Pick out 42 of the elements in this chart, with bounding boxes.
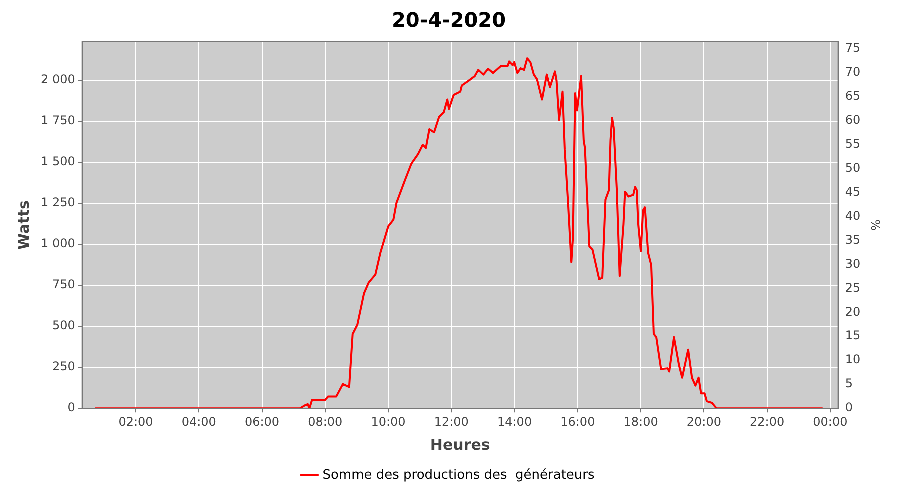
x-tick-label: 18:00 <box>624 414 658 429</box>
y2-tick-label: 70 <box>845 64 861 79</box>
x-tick-label: 12:00 <box>434 414 469 429</box>
y2-tick-label: 75 <box>845 40 861 55</box>
y-tick-label: 500 <box>52 318 76 333</box>
y2-tick-label: 50 <box>845 160 861 175</box>
x-tick-label: 16:00 <box>560 414 596 429</box>
y2-tick-label: 55 <box>845 136 861 151</box>
x-tick-label: 02:00 <box>118 414 154 429</box>
y2-tick-label: 45 <box>845 184 861 199</box>
y-tick-label: 2 000 <box>40 72 76 87</box>
y2-tick-label: 60 <box>845 112 861 127</box>
y2-tick-label: 0 <box>845 400 853 415</box>
x-tick-label: 10:00 <box>371 414 406 429</box>
x-tick-label: 22:00 <box>750 414 785 429</box>
y-tick-label: 0 <box>68 400 76 415</box>
x-tick-label: 20:00 <box>686 414 722 429</box>
legend-label: Somme des productions des générateurs <box>322 468 596 483</box>
y2-tick-label: 25 <box>845 280 861 295</box>
y2-axis-title: % <box>868 220 883 232</box>
x-tick-label: 00:00 <box>813 414 848 429</box>
y-tick-label: 1 250 <box>40 196 76 210</box>
x-axis-title: Heures <box>430 436 490 454</box>
y-tick-label: 1 750 <box>40 114 76 128</box>
y2-tick-label: 40 <box>845 208 861 223</box>
y2-tick-label: 15 <box>845 328 861 343</box>
y-tick-label: 250 <box>52 360 76 374</box>
y2-tick-label: 30 <box>845 256 861 271</box>
y-tick-label: 1 500 <box>40 154 76 169</box>
y-axis-title: Watts <box>14 200 33 250</box>
y2-tick-label: 5 <box>845 376 853 391</box>
chart-title: 20-4-2020 <box>392 8 506 32</box>
y-tick-label: 1 000 <box>40 236 76 251</box>
x-tick-label: 04:00 <box>182 414 216 429</box>
y2-tick-label: 10 <box>845 352 861 367</box>
y2-tick-label: 65 <box>845 88 861 103</box>
y-tick-label: 750 <box>52 278 76 292</box>
x-tick-label: 08:00 <box>308 414 343 429</box>
y2-tick-label: 20 <box>845 304 861 319</box>
y2-tick-label: 35 <box>845 232 861 247</box>
x-tick-label: 06:00 <box>244 414 280 429</box>
x-tick-label: 14:00 <box>497 414 532 429</box>
